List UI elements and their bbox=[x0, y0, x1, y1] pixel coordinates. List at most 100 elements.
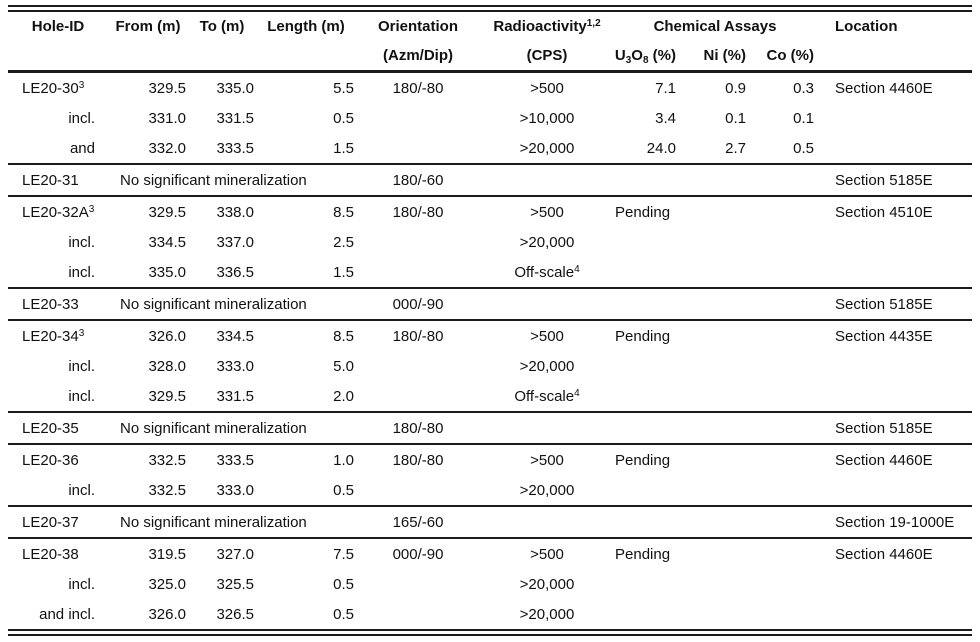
from-cell: 335.0 bbox=[148, 263, 186, 281]
u3o8-label-part: U bbox=[614, 47, 626, 64]
from-cell: 328.0 bbox=[148, 357, 186, 375]
hole-group-le20-36: LE20-36 332.5 333.5 1.0 180/-80 >500 Pen… bbox=[8, 444, 972, 506]
footnote-marker: 3 bbox=[78, 327, 85, 339]
radioactivity-value: Off-scale bbox=[514, 387, 575, 405]
co-cell bbox=[748, 288, 816, 320]
from-cell: 329.5 bbox=[148, 203, 186, 221]
from-cell: 331.0 bbox=[148, 109, 186, 127]
hole-group-le20-38: LE20-38 319.5 327.0 7.5 000/-90 >500 Pen… bbox=[8, 538, 972, 629]
u3o8-cell bbox=[614, 381, 678, 412]
radioactivity-cell: >500 bbox=[530, 545, 564, 563]
location-cell: Section 4460E bbox=[835, 451, 933, 469]
length-cell: 2.5 bbox=[333, 233, 354, 251]
radioactivity-label: Radioactivity bbox=[493, 18, 587, 35]
location-cell bbox=[816, 103, 972, 133]
location-cell bbox=[816, 257, 972, 288]
u3o8-cell: Pending bbox=[615, 203, 671, 221]
table-row: and 332.0 333.5 1.5 >20,000 24.0 2.7 0.5 bbox=[8, 133, 972, 164]
u3o8-cell: 3.4 bbox=[655, 109, 676, 127]
ni-cell bbox=[678, 320, 748, 351]
u3o8-cell: Pending bbox=[615, 327, 671, 345]
column-header-location: Location bbox=[835, 18, 898, 35]
length-cell: 5.0 bbox=[333, 357, 354, 375]
from-cell: 332.5 bbox=[148, 481, 186, 499]
column-subheader-co: Co (%) bbox=[766, 47, 815, 64]
length-cell: 1.5 bbox=[333, 139, 354, 157]
radioactivity-cell bbox=[480, 164, 614, 196]
table-row: LE20-31 No significant mineralization 18… bbox=[8, 164, 972, 196]
u3o8-cell bbox=[614, 227, 678, 257]
hole-id: LE20-32A bbox=[22, 203, 89, 221]
length-cell: 0.5 bbox=[333, 481, 354, 499]
column-subheader-azm-dip: (Azm/Dip) bbox=[383, 47, 453, 64]
orientation-cell bbox=[356, 257, 480, 288]
to-cell: 337.0 bbox=[216, 233, 254, 251]
hole-id-cell: incl. bbox=[68, 575, 95, 593]
radioactivity-cell: >20,000 bbox=[519, 357, 575, 375]
note-cell: No significant mineralization bbox=[120, 171, 307, 189]
header-spacer bbox=[256, 41, 356, 72]
column-subheader-ni: Ni (%) bbox=[703, 47, 747, 64]
hole-id-cell: LE20-38 bbox=[22, 545, 79, 563]
footnote-marker: 4 bbox=[574, 387, 580, 399]
radioactivity-cell bbox=[480, 506, 614, 538]
from-cell: 326.0 bbox=[148, 605, 186, 623]
table-row: LE20-36 332.5 333.5 1.0 180/-80 >500 Pen… bbox=[8, 444, 972, 475]
radioactivity-cell: >20,000 bbox=[519, 139, 575, 157]
column-header-length: Length (m) bbox=[267, 18, 345, 35]
hole-id-cell: incl. bbox=[68, 263, 95, 281]
ni-cell: 0.9 bbox=[725, 79, 746, 97]
table-row: incl. 329.5 331.5 2.0 Off-scale4 bbox=[8, 381, 972, 412]
to-cell: 334.5 bbox=[216, 327, 254, 345]
orientation-cell: 000/-90 bbox=[392, 295, 444, 313]
co-cell bbox=[748, 412, 816, 444]
co-cell bbox=[748, 506, 816, 538]
to-cell: 336.5 bbox=[216, 263, 254, 281]
column-subheader-u3o8: U3O8 (%) bbox=[614, 41, 678, 72]
orientation-cell: 180/-60 bbox=[392, 171, 444, 189]
location-cell bbox=[816, 227, 972, 257]
location-cell: Section 4460E bbox=[835, 79, 933, 97]
hole-id-cell: LE20-37 bbox=[22, 513, 79, 531]
from-cell: 329.5 bbox=[148, 387, 186, 405]
hole-group-le20-37: LE20-37 No significant mineralization 16… bbox=[8, 506, 972, 538]
from-cell: 332.0 bbox=[148, 139, 186, 157]
length-cell: 0.5 bbox=[333, 109, 354, 127]
table-row: LE20-32A3 329.5 338.0 8.5 180/-80 >500 P… bbox=[8, 196, 972, 227]
co-cell: 0.5 bbox=[793, 139, 814, 157]
to-cell: 333.0 bbox=[216, 357, 254, 375]
note-cell: No significant mineralization bbox=[120, 419, 307, 437]
ni-cell bbox=[678, 475, 748, 506]
hole-id-cell: incl. bbox=[68, 233, 95, 251]
co-cell bbox=[748, 164, 816, 196]
orientation-cell bbox=[356, 381, 480, 412]
footnote-marker: 1,2 bbox=[586, 18, 601, 29]
table-row: LE20-35 No significant mineralization 18… bbox=[8, 412, 972, 444]
u3o8-cell bbox=[614, 351, 678, 381]
radioactivity-cell: >500 bbox=[530, 79, 564, 97]
co-cell bbox=[748, 227, 816, 257]
orientation-cell: 165/-60 bbox=[392, 513, 444, 531]
hole-group-le20-30: LE20-303 329.5 335.0 5.5 180/-80 >500 7.… bbox=[8, 72, 972, 165]
radioactivity-cell: >500 bbox=[530, 203, 564, 221]
radioactivity-cell: >20,000 bbox=[519, 481, 575, 499]
location-cell bbox=[816, 599, 972, 629]
from-cell: 332.5 bbox=[148, 451, 186, 469]
column-header-from: From (m) bbox=[115, 18, 181, 35]
table-row: incl. 325.0 325.5 0.5 >20,000 bbox=[8, 569, 972, 599]
radioactivity-cell: >20,000 bbox=[519, 575, 575, 593]
location-cell: Section 19-1000E bbox=[835, 513, 955, 531]
orientation-cell: 180/-80 bbox=[392, 79, 444, 97]
orientation-cell: 180/-80 bbox=[392, 451, 444, 469]
location-cell: Section 5185E bbox=[835, 295, 933, 313]
table-row: incl. 334.5 337.0 2.5 >20,000 bbox=[8, 227, 972, 257]
radioactivity-cell: >500 bbox=[530, 327, 564, 345]
drill-results-table: Hole-ID From (m) To (m) Length (m) Orien… bbox=[8, 12, 972, 629]
from-cell: 334.5 bbox=[148, 233, 186, 251]
location-cell bbox=[816, 569, 972, 599]
hole-id-cell: incl. bbox=[68, 481, 95, 499]
to-cell: 331.5 bbox=[216, 387, 254, 405]
footnote-marker: 3 bbox=[88, 203, 95, 215]
header-spacer bbox=[188, 41, 256, 72]
location-cell: Section 4435E bbox=[835, 327, 933, 345]
